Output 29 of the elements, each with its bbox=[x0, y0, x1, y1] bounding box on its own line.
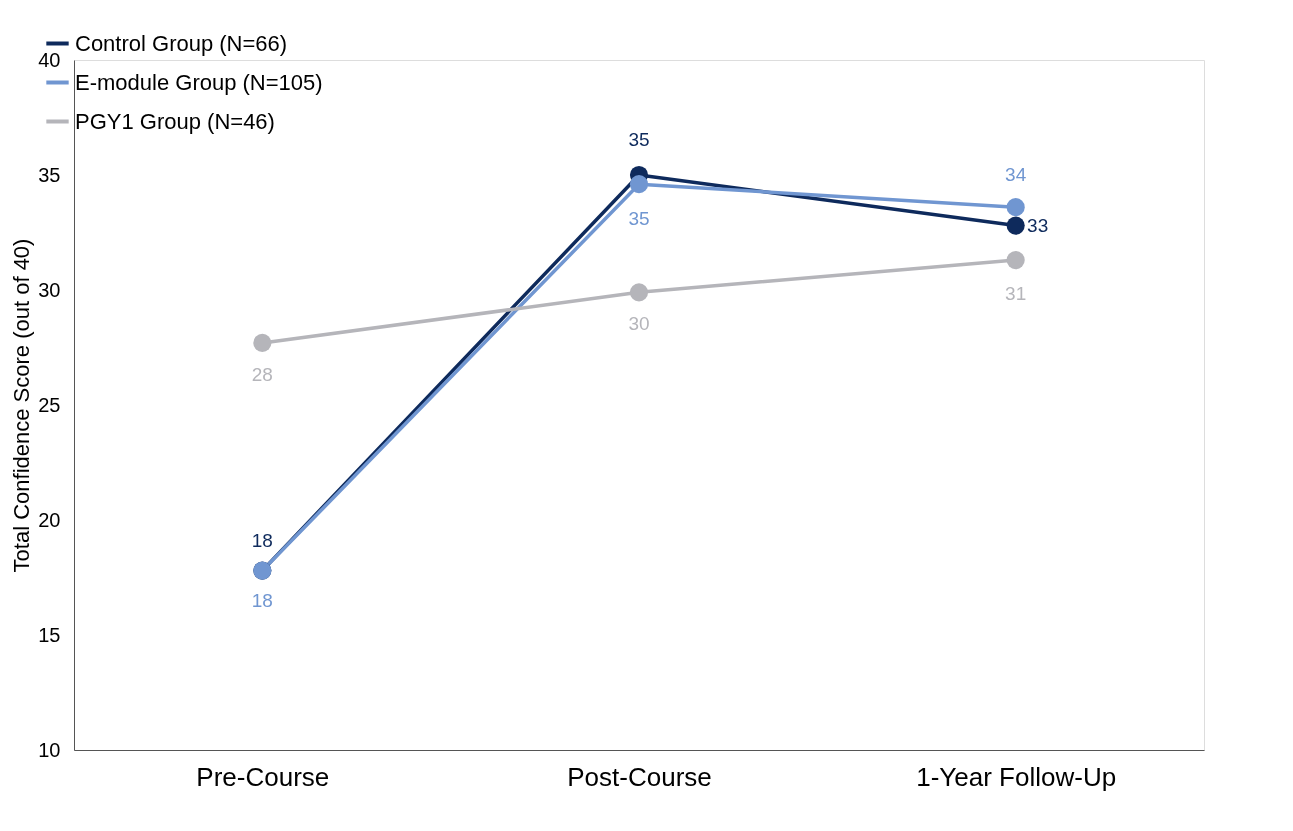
point bbox=[629, 175, 649, 194]
y-tick-label: 40 bbox=[38, 48, 61, 71]
x-tick-label: Post-Course bbox=[567, 761, 712, 792]
x-tick-label: 1-Year Follow-Up bbox=[916, 761, 1117, 792]
data-label: 18 bbox=[251, 589, 273, 611]
x-tick-label: Pre-Course bbox=[196, 761, 330, 792]
data-label: 18 bbox=[251, 529, 273, 551]
data-label: 35 bbox=[628, 129, 650, 150]
legend-label: E-module Group (N=105) bbox=[75, 69, 323, 95]
point bbox=[1006, 251, 1025, 270]
y-tick-label: 25 bbox=[38, 393, 61, 416]
y-tick-label: 35 bbox=[38, 163, 61, 186]
point bbox=[1006, 216, 1025, 235]
point bbox=[629, 283, 649, 302]
data-label: 35 bbox=[628, 208, 650, 230]
point bbox=[253, 333, 272, 352]
data-label: 31 bbox=[1005, 283, 1027, 305]
data-label: 30 bbox=[628, 313, 650, 335]
legend-label: PGY1 Group (N=46) bbox=[75, 108, 275, 134]
y-tick-label: 10 bbox=[38, 738, 61, 761]
y-axis-title: Total Confidence Score (out of 40) bbox=[9, 238, 35, 573]
data-label: 33 bbox=[1027, 214, 1049, 236]
y-tick-label: 15 bbox=[38, 623, 61, 646]
y-tick-label: 20 bbox=[38, 508, 61, 531]
point bbox=[1006, 198, 1025, 217]
y-tick-label: 30 bbox=[38, 278, 61, 301]
data-label: 28 bbox=[251, 363, 273, 385]
legend-label: Control Group (N=66) bbox=[75, 30, 288, 56]
data-label: 34 bbox=[1005, 164, 1027, 186]
